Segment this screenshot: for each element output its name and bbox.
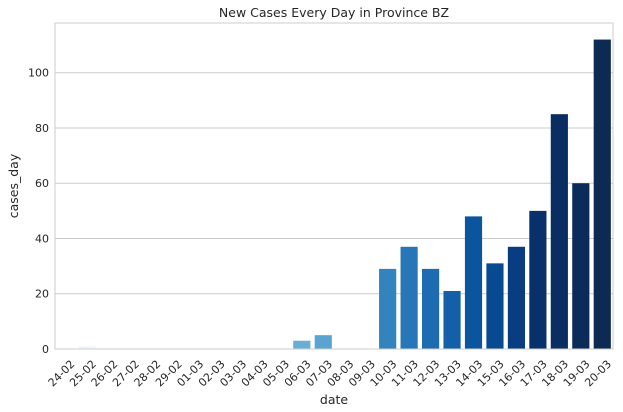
bar-10-03 bbox=[379, 268, 397, 349]
y-tick-label: 80 bbox=[35, 122, 49, 135]
bar-12-03 bbox=[421, 268, 440, 349]
y-tick-label: 20 bbox=[35, 288, 49, 301]
y-tick-labels: 0 20 40 60 80 100 bbox=[28, 67, 49, 356]
y-tick-label: 40 bbox=[35, 232, 49, 245]
bar-19-03 bbox=[572, 183, 590, 349]
y-axis-label: cases_day bbox=[6, 153, 21, 218]
x-axis-label: date bbox=[320, 392, 348, 407]
y-tick-label: 0 bbox=[42, 343, 49, 356]
bar-13-03 bbox=[443, 290, 461, 349]
bar-14-03 bbox=[464, 216, 483, 349]
bars bbox=[78, 39, 611, 350]
bar-17-03 bbox=[529, 210, 547, 349]
bar-06-03 bbox=[293, 340, 311, 349]
bar-16-03 bbox=[507, 246, 526, 349]
bar-07-03 bbox=[314, 335, 332, 349]
bar-11-03 bbox=[400, 246, 418, 349]
x-tick-labels: 24-0225-0226-0227-0228-0229-0201-0302-03… bbox=[46, 358, 614, 390]
bar-25-02 bbox=[78, 346, 96, 349]
y-tick-label: 60 bbox=[35, 177, 49, 190]
plot-frame bbox=[54, 22, 614, 350]
bar-18-03 bbox=[550, 114, 568, 349]
bar-15-03 bbox=[486, 263, 504, 349]
chart-title: New Cases Every Day in Province BZ bbox=[219, 5, 449, 20]
y-tick-label: 100 bbox=[28, 67, 49, 80]
bar-20-03 bbox=[593, 39, 611, 350]
